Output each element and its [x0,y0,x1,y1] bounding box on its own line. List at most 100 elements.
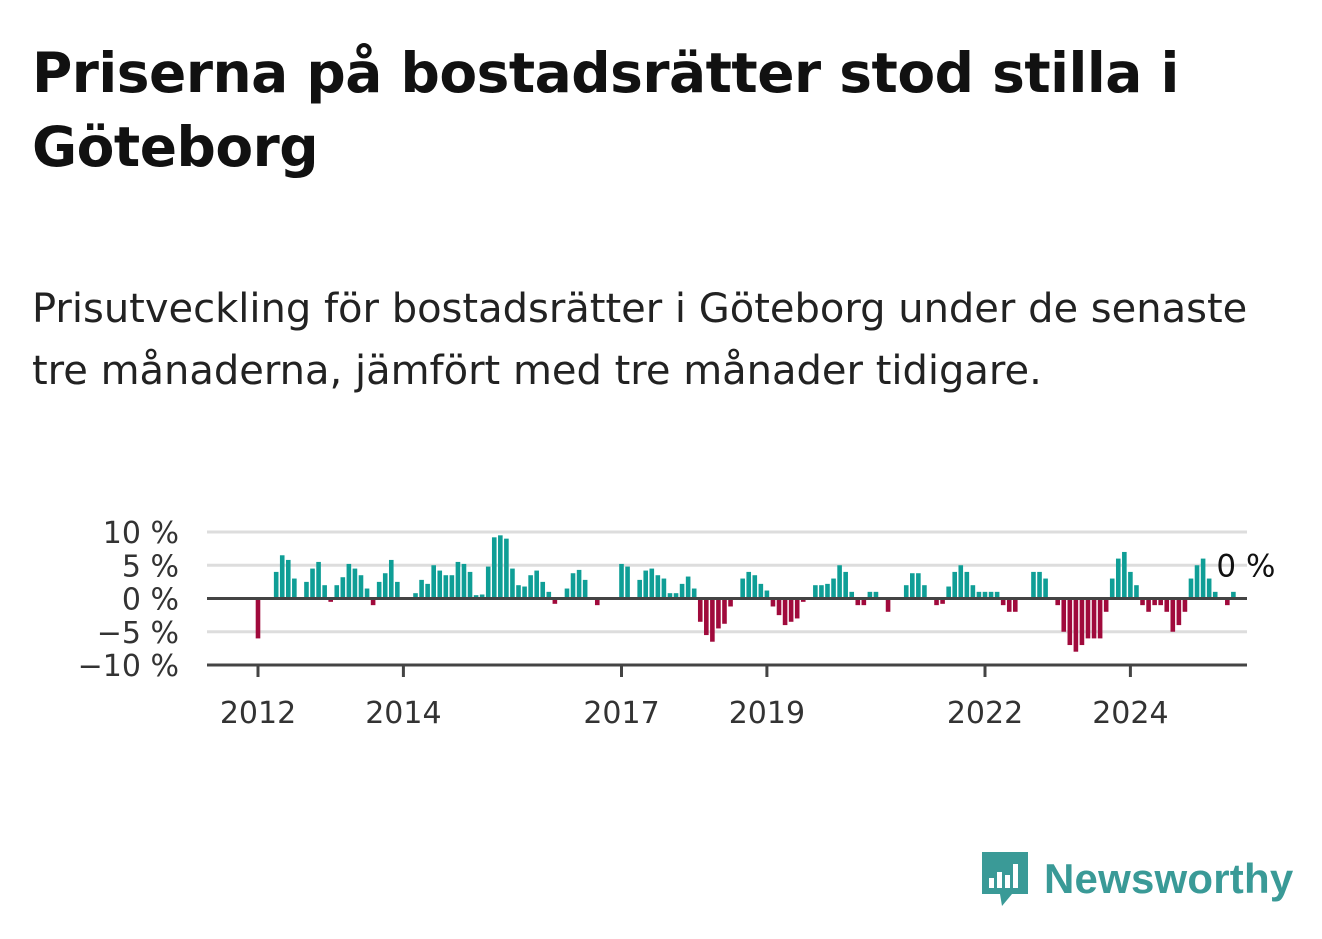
bar [910,573,915,599]
bar [788,598,794,622]
bar [1212,591,1218,599]
bar [322,585,327,599]
bar [1200,558,1206,599]
bar [364,588,370,599]
bar-chart: 10 %5 %0 %−5 %−10 %2012 2014 2017 2019 2022 2… [78,516,1276,731]
bar [994,591,1000,599]
bar [1164,598,1170,612]
bar [1091,598,1097,639]
bar [867,591,873,599]
y-tick-label: −5 % [97,616,179,651]
bar [873,591,879,599]
bar [382,573,388,599]
bar [697,598,703,622]
bar [594,598,600,606]
bar [522,586,527,599]
bar [352,568,358,599]
bar [370,598,376,606]
bar [685,576,691,599]
bar [1079,598,1085,646]
bar [304,581,309,599]
bar [498,535,503,599]
bar [1006,598,1012,612]
bar [1109,578,1115,599]
bar [473,595,479,599]
bar [443,575,449,599]
bar [643,570,649,599]
bar [976,591,982,599]
bar [849,591,855,599]
bar [1067,598,1073,646]
bar [479,594,485,599]
bar [467,571,473,599]
bar [958,565,964,599]
bar [776,598,782,616]
bar [1194,565,1200,599]
bar [746,571,752,599]
bar [952,571,958,599]
bar [861,598,867,606]
bar [1128,571,1133,599]
y-tick-label: 5 % [122,549,179,584]
bar [1140,598,1145,606]
bar [934,598,939,606]
bar [1176,598,1182,626]
bar [546,591,552,599]
bar [649,568,655,599]
bar [388,559,394,599]
x-tick-label: 2024 [1092,696,1168,731]
y-tick-label: −10 % [78,649,179,684]
y-tick-label: 0 % [122,583,179,618]
bar [255,598,261,639]
bar [334,585,340,599]
bar [552,598,558,604]
bar-chart-icon [982,852,1028,906]
bar [740,578,745,599]
bar [540,581,546,599]
brand-name: Newsworthy [1044,855,1294,902]
bar [1037,571,1042,599]
bar [1170,598,1176,632]
bar [758,583,764,599]
bar [1158,598,1163,606]
page-subtitle: Prisutveckling för bostadsrätter i Göteb… [32,286,1248,394]
bar [837,565,842,599]
bar [340,577,346,599]
bar [576,569,582,599]
bar [661,578,667,599]
bar [461,563,467,599]
bar [1225,598,1230,606]
bar [619,563,624,599]
bar [1115,558,1121,599]
bar [903,585,909,599]
bar [1146,598,1151,612]
bar [328,598,333,602]
last-value-label: 0 % [1216,548,1275,584]
bar [946,586,951,599]
x-tick-label: 2022 [947,696,1023,731]
bar [431,565,436,599]
bar [831,578,836,599]
bars [255,535,1236,652]
bar [673,593,679,599]
bar [316,561,321,599]
bar [716,598,721,629]
bar [419,579,424,599]
x-tick-label: 2017 [583,696,659,731]
page-title: Priserna på bostadsrätter stod stilla i … [32,41,1179,179]
bar [1012,598,1018,612]
bar [1103,598,1109,612]
bar [491,537,497,599]
bar [819,585,824,599]
bar [679,583,685,599]
bar [455,561,461,599]
bar [691,588,697,599]
bar [358,575,364,599]
bar [964,571,970,599]
bar [922,585,927,599]
bar [376,581,382,599]
bar [794,598,800,619]
bar [310,568,315,599]
bar [825,583,830,599]
bar [782,598,788,626]
